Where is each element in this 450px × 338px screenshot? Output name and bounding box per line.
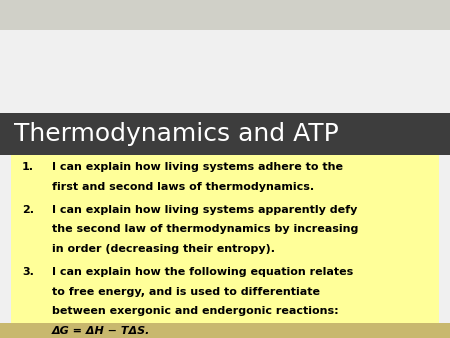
Text: in order (decreasing their entropy).: in order (decreasing their entropy). [52,244,275,254]
Bar [0,0,450,30]
Text: ΔG = ΔH − TΔS.: ΔG = ΔH − TΔS. [52,326,150,336]
Text: to free energy, and is used to differentiate: to free energy, and is used to different… [52,287,320,297]
Text: 3.: 3. [22,267,34,277]
Text: I can explain how living systems adhere to the: I can explain how living systems adhere … [52,162,343,172]
Text: I can explain how living systems apparently defy: I can explain how living systems apparen… [52,205,357,215]
Bar [11,155,439,323]
Text: between exergonic and endergonic reactions:: between exergonic and endergonic reactio… [52,306,338,316]
Bar [0,113,450,155]
Text: 2.: 2. [22,205,34,215]
Text: 1.: 1. [22,162,34,172]
Text: the second law of thermodynamics by increasing: the second law of thermodynamics by incr… [52,224,358,235]
Text: Thermodynamics and ATP: Thermodynamics and ATP [14,122,338,146]
Bar [0,323,450,338]
Text: I can explain how the following equation relates: I can explain how the following equation… [52,267,353,277]
Text: first and second laws of thermodynamics.: first and second laws of thermodynamics. [52,182,314,192]
